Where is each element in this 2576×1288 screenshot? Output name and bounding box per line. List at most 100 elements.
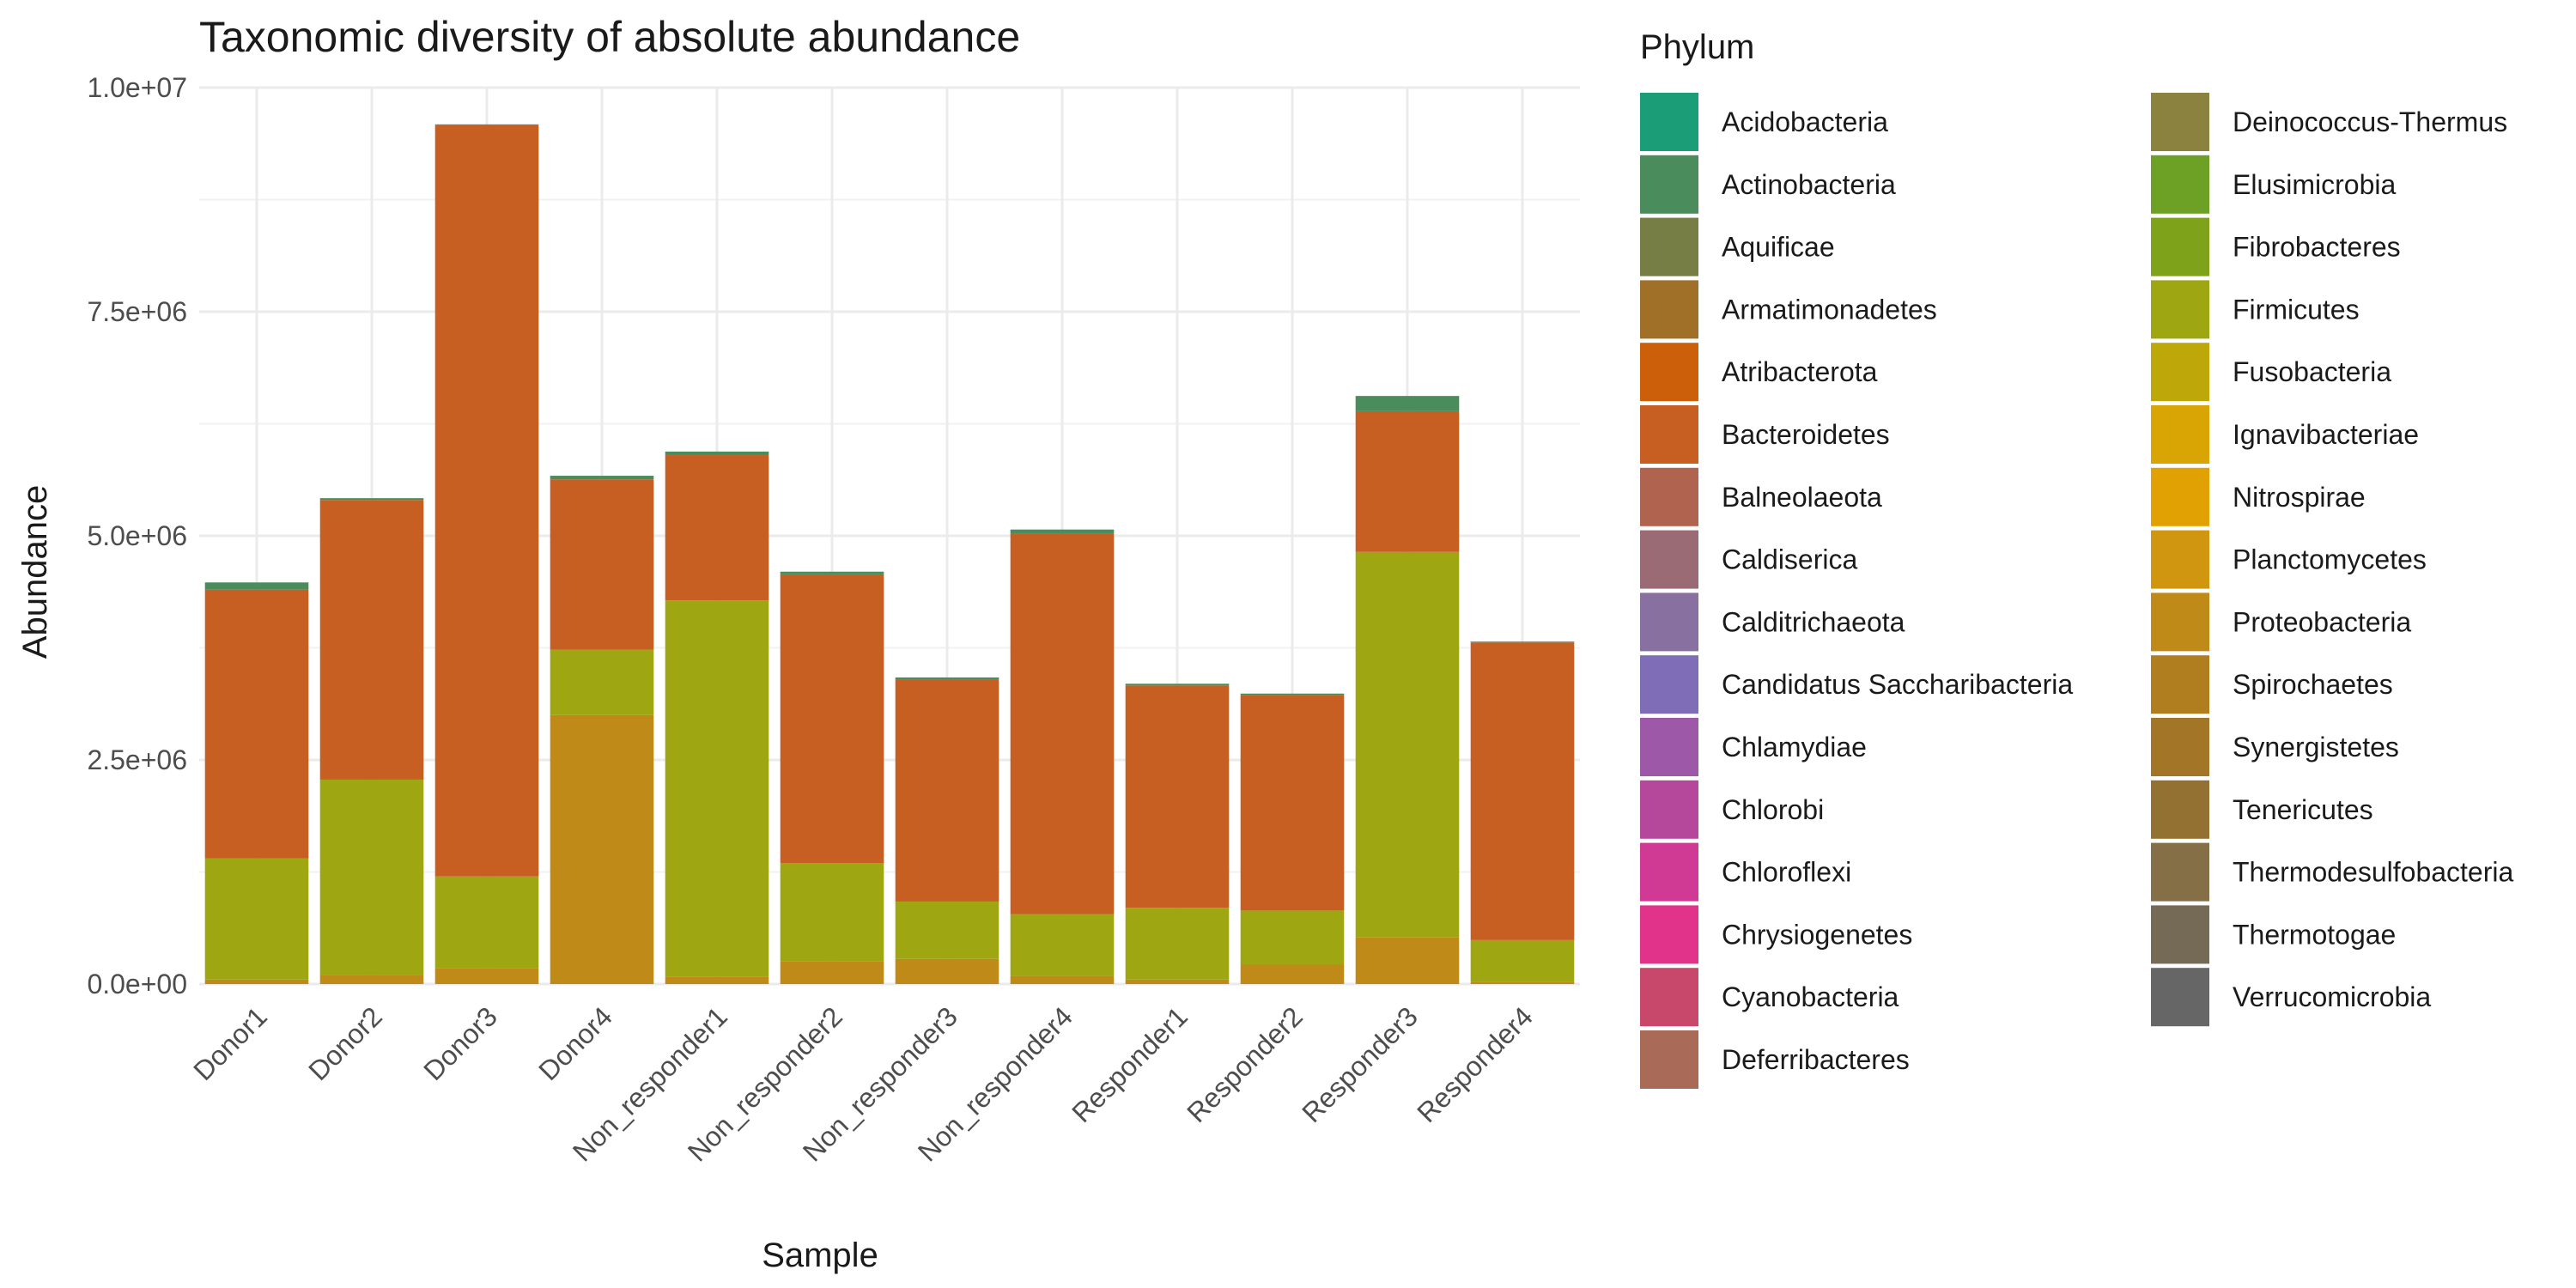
legend-key — [2151, 905, 2209, 964]
bar-segment — [1470, 641, 1575, 643]
legend-key — [2151, 467, 2209, 526]
bar-segment — [1125, 979, 1230, 984]
y-tick-label: 5.0e+06 — [87, 520, 187, 551]
bar-segment — [319, 498, 424, 501]
legend-label: Chloroflexi — [1722, 857, 1851, 888]
legend-key — [1640, 905, 1698, 964]
legend-key — [2151, 968, 2209, 1027]
bar-segment — [550, 476, 654, 480]
bar-segment — [1240, 964, 1345, 984]
legend-key — [2151, 93, 2209, 151]
legend-label: Synergistetes — [2233, 732, 2399, 762]
legend-key — [2151, 780, 2209, 839]
legend-label: Firmicutes — [2233, 294, 2360, 325]
bar-segment — [895, 901, 999, 959]
legend-key — [2151, 530, 2209, 589]
bar-segment — [780, 574, 884, 864]
bar-segment — [665, 455, 769, 601]
bar-segment — [1125, 683, 1230, 686]
bar-segment — [780, 571, 884, 574]
bar-segment — [895, 677, 999, 680]
legend-key — [2151, 655, 2209, 714]
legend-label: Deinococcus-Thermus — [2233, 106, 2507, 137]
bar-segment — [1125, 685, 1230, 908]
bar-segment — [1355, 396, 1460, 411]
bar-segment — [1355, 551, 1460, 938]
legend-label: Armatimonadetes — [1722, 294, 1937, 325]
legend-label: Elusimicrobia — [2233, 169, 2396, 200]
bar-segment — [1470, 642, 1575, 940]
bar-segment — [1240, 693, 1345, 696]
bar-segment — [780, 961, 884, 984]
legend-key — [2151, 405, 2209, 464]
bar-segment — [1240, 910, 1345, 965]
y-tick-label: 1.0e+07 — [87, 72, 187, 103]
legend-label: Spirochaetes — [2233, 669, 2393, 700]
bar-segment — [1010, 529, 1115, 534]
y-tick-label: 0.0e+00 — [87, 969, 187, 999]
bar-segment — [204, 589, 309, 859]
legend-key — [2151, 280, 2209, 339]
legend-key — [1640, 530, 1698, 589]
legend-key — [1640, 405, 1698, 464]
legend-key — [1640, 718, 1698, 776]
legend-label: Ignavibacteriae — [2233, 419, 2419, 450]
legend-key — [1640, 217, 1698, 276]
legend-title: Phylum — [1640, 28, 1754, 66]
legend-label: Atribacterota — [1722, 356, 1878, 387]
bar-segment — [319, 500, 424, 780]
x-axis-title: Sample — [762, 1236, 878, 1274]
legend-label: Chlorobi — [1722, 794, 1824, 825]
bar-segment — [895, 679, 999, 902]
legend-key — [2151, 842, 2209, 902]
legend-label: Nitrospirae — [2233, 482, 2366, 513]
legend-key — [2151, 592, 2209, 652]
legend-label: Thermotogae — [2233, 919, 2396, 950]
bar-segment — [204, 979, 309, 984]
plot-bars — [204, 124, 1575, 984]
bar-segment — [434, 125, 539, 877]
bar-segment — [319, 975, 424, 984]
legend-key — [1640, 467, 1698, 526]
bar-segment — [1470, 981, 1575, 984]
legend-key — [2151, 217, 2209, 276]
legend-key — [2151, 343, 2209, 402]
legend-key — [1640, 780, 1698, 839]
bar-segment — [665, 600, 769, 977]
bar-segment — [1355, 410, 1460, 552]
legend-label: Thermodesulfobacteria — [2233, 857, 2513, 888]
bar-segment — [550, 479, 654, 650]
legend-label: Fusobacteria — [2233, 356, 2391, 387]
legend-key — [1640, 842, 1698, 902]
bar-segment — [665, 451, 769, 456]
legend-label: Candidatus Saccharibacteria — [1722, 669, 2073, 700]
legend-label: Fibrobacteres — [2233, 232, 2401, 263]
bar-segment — [1470, 939, 1575, 982]
bar-segment — [204, 858, 309, 980]
bar-segment — [1355, 937, 1460, 984]
bar-segment — [434, 876, 539, 969]
legend-label: Balneolaeota — [1722, 482, 1882, 513]
bar-segment — [1240, 695, 1345, 911]
legend-key — [1640, 343, 1698, 402]
legend-key — [1640, 93, 1698, 151]
bar-segment — [319, 779, 424, 975]
legend-label: Chlamydiae — [1722, 732, 1867, 762]
legend-label: Bacteroidetes — [1722, 419, 1890, 450]
bar-segment — [1010, 975, 1115, 984]
chart-title: Taxonomic diversity of absolute abundanc… — [199, 13, 1020, 61]
legend-key — [1640, 280, 1698, 339]
y-tick-label: 7.5e+06 — [87, 296, 187, 327]
legend-key — [2151, 718, 2209, 776]
legend-label: Proteobacteria — [2233, 606, 2411, 637]
legend-key — [2151, 155, 2209, 214]
legend-label: Caldiserica — [1722, 544, 1857, 575]
legend-label: Cyanobacteria — [1722, 981, 1899, 1012]
legend-label: Chrysiogenetes — [1722, 919, 1912, 950]
legend-label: Tenericutes — [2233, 794, 2373, 825]
bar-segment — [665, 976, 769, 984]
legend-key — [1640, 155, 1698, 214]
legend: Phylum Acidobacteria Actinobacteria Aquifi… — [1640, 28, 2513, 1089]
